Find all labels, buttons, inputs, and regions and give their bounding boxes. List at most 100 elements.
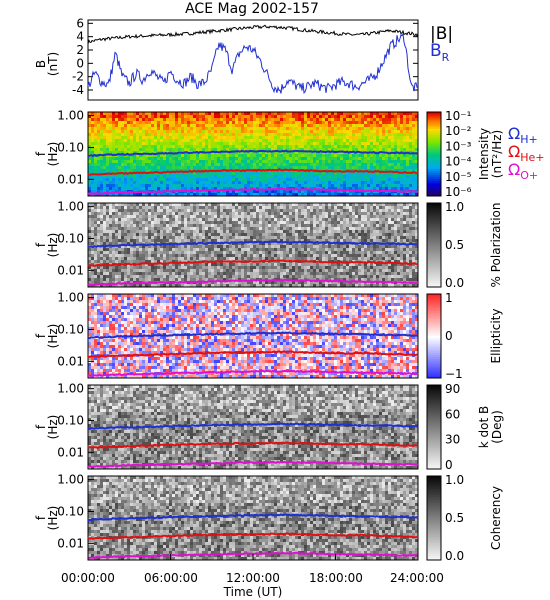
spectrogram-cell [193, 133, 196, 136]
spectrogram-cell [169, 203, 172, 206]
spectrogram-cell [337, 127, 340, 130]
spectrogram-cell [211, 266, 214, 269]
spectrogram-cell [319, 175, 322, 178]
spectrogram-cell [157, 233, 160, 236]
spectrogram-cell [364, 130, 367, 133]
spectrogram-cell [403, 181, 406, 184]
spectrogram-cell [229, 221, 232, 224]
spectrogram-cell [238, 254, 241, 257]
spectrogram-cell [112, 145, 115, 148]
spectrogram-cell [334, 136, 337, 139]
spectrogram-cell [268, 154, 271, 157]
spectrogram-cell [109, 254, 112, 257]
spectrogram-cell [313, 139, 316, 142]
spectrogram-cell [394, 148, 397, 151]
spectrogram-cell [208, 227, 211, 230]
spectrogram-cell [187, 209, 190, 212]
spectrogram-cell [157, 148, 160, 151]
spectrogram-cell [196, 115, 199, 118]
spectrogram-cell [139, 224, 142, 227]
spectrogram-cell [154, 272, 157, 275]
spectrogram-cell [94, 136, 97, 139]
spectrogram-cell [151, 121, 154, 124]
spectrogram-cell [232, 275, 235, 278]
spectrogram-cell [286, 178, 289, 181]
spectrogram-cell [382, 124, 385, 127]
spectrogram-cell [292, 175, 295, 178]
spectrogram-cell [145, 239, 148, 242]
spectrogram-cell [364, 136, 367, 139]
spectrogram-cell [196, 127, 199, 130]
spectrogram-cell [253, 275, 256, 278]
spectrogram-cell [100, 218, 103, 221]
spectrogram-cell [253, 206, 256, 209]
spectrogram-cell [280, 136, 283, 139]
spectrogram-cell [109, 209, 112, 212]
spectrogram-cell [124, 209, 127, 212]
spectrogram-cell [223, 178, 226, 181]
spectrogram-cell [103, 236, 106, 239]
spectrogram-cell [250, 118, 253, 121]
spectrogram-cell [370, 127, 373, 130]
spectrogram-cell [145, 224, 148, 227]
spectrogram-cell [271, 181, 274, 184]
spectrogram-cell [232, 206, 235, 209]
spectrogram-cell [346, 115, 349, 118]
spectrogram-cell [91, 260, 94, 263]
spectrogram-cell [244, 133, 247, 136]
spectrogram-cell [301, 136, 304, 139]
spectrogram-cell [364, 127, 367, 130]
spectrogram-cell [127, 130, 130, 133]
spectrogram-cell [181, 184, 184, 187]
spectrogram-cell [205, 275, 208, 278]
spectrogram-cell [277, 130, 280, 133]
spectrogram-cell [100, 236, 103, 239]
spectrogram-cell [121, 209, 124, 212]
spectrogram-cell [211, 121, 214, 124]
spectrogram-cell [103, 166, 106, 169]
spectrogram-cell [208, 248, 211, 251]
spectrogram-cell [274, 245, 277, 248]
spectrogram-cell [325, 154, 328, 157]
spectrogram-cell [97, 178, 100, 181]
spectrogram-cell [241, 212, 244, 215]
spectrogram-cell [226, 254, 229, 257]
spectrogram-cell [196, 184, 199, 187]
spectrogram-cell [124, 163, 127, 166]
spectrogram-cell [196, 163, 199, 166]
spectrogram-cell [94, 175, 97, 178]
spectrogram-cell [118, 178, 121, 181]
spectrogram-cell [130, 260, 133, 263]
spectrogram-cell [166, 254, 169, 257]
spectrogram-cell [178, 178, 181, 181]
spectrogram-cell [244, 175, 247, 178]
spectrogram-cell [331, 112, 334, 115]
spectrogram-cell [379, 178, 382, 181]
spectrogram-cell [319, 112, 322, 115]
spectrogram-cell [208, 172, 211, 175]
spectrogram-cell [223, 127, 226, 130]
spectrogram-cell [208, 130, 211, 133]
spectrogram-cell [151, 230, 154, 233]
spectrogram-cell [145, 209, 148, 212]
spectrogram-cell [226, 118, 229, 121]
spectrogram-cell [160, 178, 163, 181]
spectrogram-cell [199, 254, 202, 257]
spectrogram-cell [94, 224, 97, 227]
spectrogram-cell [301, 112, 304, 115]
spectrogram-cell [202, 215, 205, 218]
spectrogram-cell [373, 187, 376, 190]
spectrogram-cell [379, 130, 382, 133]
spectrogram-cell [139, 254, 142, 257]
spectrogram-cell [226, 163, 229, 166]
spectrogram-cell [166, 157, 169, 160]
spectrogram-cell [247, 136, 250, 139]
spectrogram-cell [217, 178, 220, 181]
spectrogram-cell [349, 148, 352, 151]
spectrogram-cell [283, 203, 286, 206]
spectrogram-cell [184, 239, 187, 242]
spectrogram-cell [184, 272, 187, 275]
spectrogram-cell [214, 181, 217, 184]
spectrogram-cell [184, 145, 187, 148]
spectrogram-cell [307, 124, 310, 127]
